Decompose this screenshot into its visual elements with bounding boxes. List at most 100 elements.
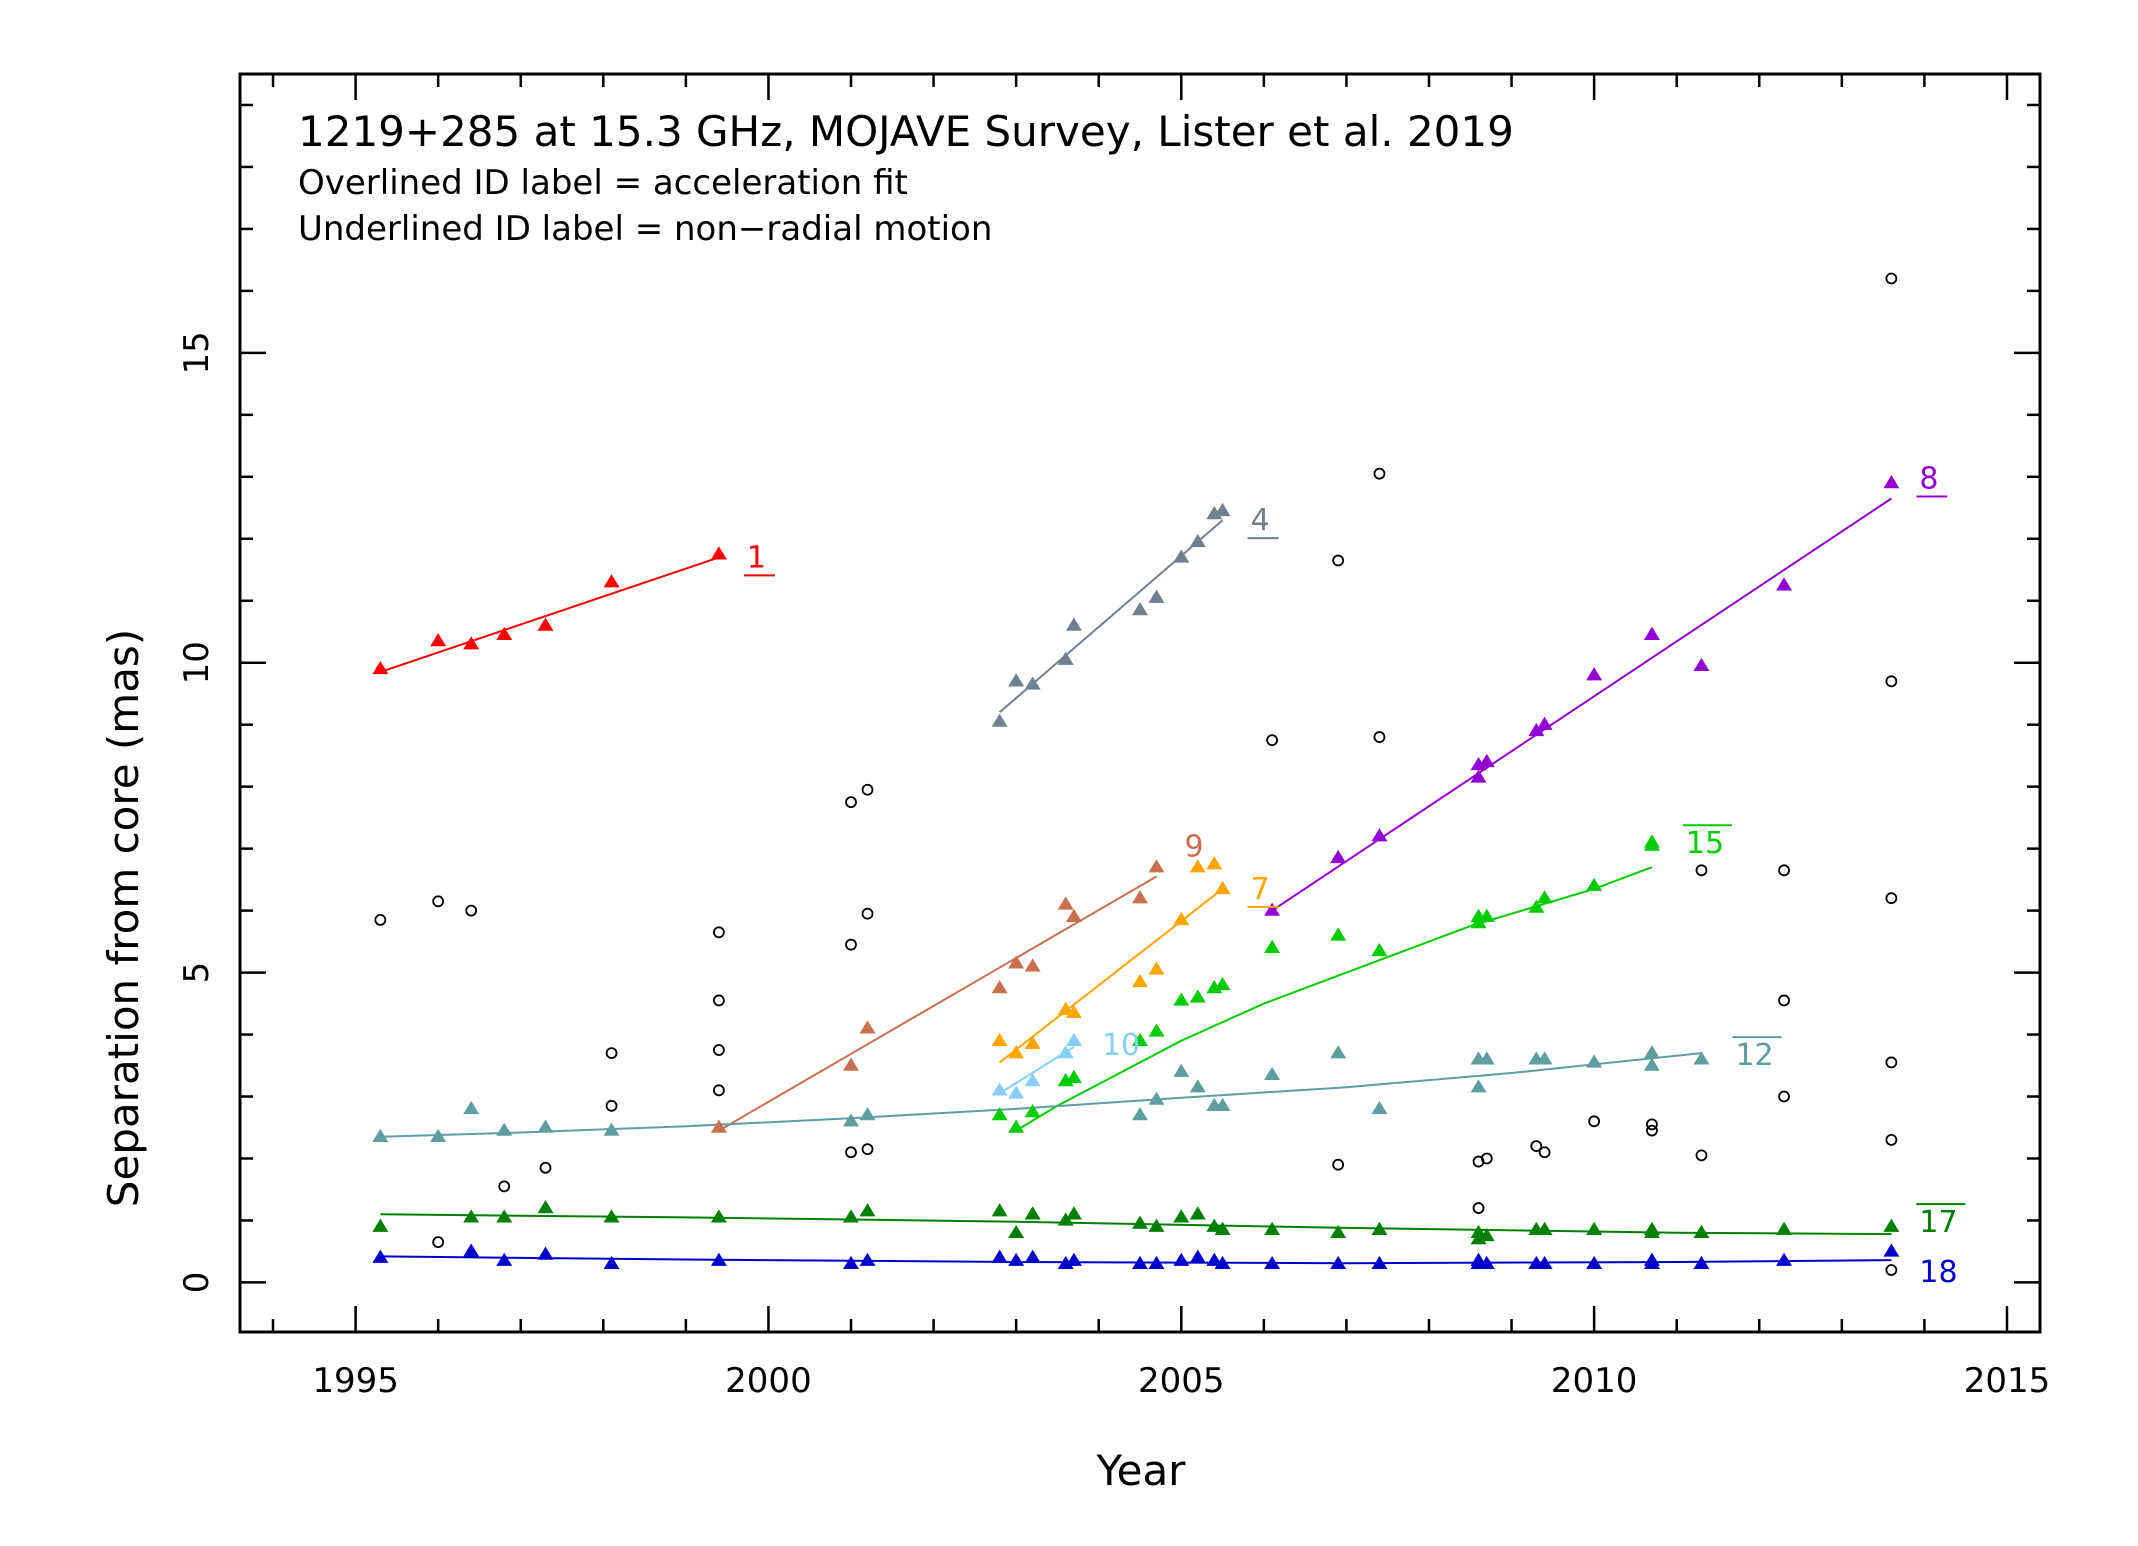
point-15 [1024,1104,1041,1118]
point-15 [1528,899,1545,913]
y-tick-label: 0 [177,1272,217,1294]
point-17 [991,1203,1008,1217]
point-18 [1148,1255,1165,1270]
point-17 [1132,1215,1148,1229]
point-18 [1173,1252,1190,1266]
point-9 [1148,859,1165,873]
point-10 [1024,1073,1041,1087]
point-8 [1528,722,1545,737]
point-12 [1643,1045,1660,1059]
point-17 [1776,1221,1793,1235]
y-tick-label: 5 [177,962,217,984]
point-12 [496,1122,513,1136]
point-8 [1643,626,1660,641]
point-17 [496,1209,513,1223]
unassigned-point [1373,467,1386,480]
data-points [372,272,1900,1276]
point-18 [1008,1252,1025,1266]
point-9 [1024,958,1041,972]
point-15 [1173,992,1190,1006]
unassigned-point [539,1161,552,1174]
point-9 [1008,955,1025,969]
unassigned-point [712,926,725,939]
series-label-15: 15 [1686,826,1724,861]
point-17 [1148,1218,1165,1232]
fit-line-12 [380,1052,1702,1138]
point-4 [1024,676,1041,690]
point-17 [1173,1209,1190,1223]
unassigned-point [861,783,874,796]
unassigned-point [1373,731,1386,743]
chart-title: 1219+285 at 15.3 GHz, MOJAVE Survey, Lis… [298,107,1514,156]
point-18 [1883,1243,1900,1257]
unassigned-point [605,1047,618,1060]
unassigned-point [1588,1115,1601,1128]
point-18 [859,1252,876,1266]
unassigned-point [1885,272,1898,285]
x-axis-title: Year [1096,1446,1187,1495]
point-17 [1057,1212,1074,1226]
point-4 [991,713,1008,727]
point-12 [843,1113,860,1127]
point-1 [463,636,480,650]
point-15 [1536,890,1553,904]
point-9 [859,1020,876,1034]
unassigned-point [605,1099,618,1112]
x-tick-label: 2000 [725,1361,812,1401]
unassigned-point [845,938,857,951]
point-18 [1478,1255,1495,1270]
point-15 [1132,1032,1148,1046]
unassigned-point [845,1146,857,1159]
unassigned-point [374,913,387,926]
series-label-4: 4 [1251,503,1270,538]
point-7 [1008,1045,1025,1059]
unassigned-point [1480,1152,1493,1165]
point-18 [1189,1249,1206,1263]
point-18 [372,1249,389,1263]
series-label-9: 9 [1185,830,1204,865]
point-8 [1693,657,1710,672]
point-18 [1693,1255,1710,1270]
point-12 [537,1119,554,1133]
point-1 [710,546,727,560]
unassigned-point [1885,1133,1898,1146]
point-18 [1132,1255,1148,1270]
point-17 [843,1209,860,1223]
point-18 [1586,1255,1603,1270]
x-tick-label: 1995 [312,1361,399,1401]
point-7 [1189,859,1206,873]
unassigned-point [432,1236,445,1249]
point-17 [372,1218,389,1232]
point-8 [1883,475,1900,489]
point-12 [1148,1091,1165,1105]
point-7 [1057,1001,1074,1015]
point-18 [1643,1252,1660,1266]
point-1 [537,617,554,631]
point-15 [1586,877,1603,892]
point-12 [372,1128,389,1142]
note-overline: Overlined ID label = acceleration fit [298,163,908,203]
unassigned-point [1646,1118,1658,1131]
plot-frame [238,72,2042,1334]
unassigned-point [1332,554,1345,567]
unassigned-point [845,796,857,809]
point-15 [1148,1023,1165,1037]
fit-line-4 [998,519,1224,714]
point-15 [1264,939,1281,953]
point-15 [1330,927,1347,941]
unassigned-point [1646,1124,1658,1137]
point-12 [1586,1054,1603,1068]
fit-line-8 [1271,497,1892,912]
unassigned-point [1530,1140,1543,1152]
point-12 [859,1107,876,1121]
point-18 [537,1246,554,1260]
point-18 [603,1255,620,1270]
point-1 [603,574,620,588]
series-label-7: 7 [1251,872,1270,907]
point-17 [859,1203,876,1217]
point-7 [1132,973,1148,988]
point-9 [991,980,1008,994]
point-18 [1330,1255,1347,1270]
point-9 [843,1057,860,1071]
